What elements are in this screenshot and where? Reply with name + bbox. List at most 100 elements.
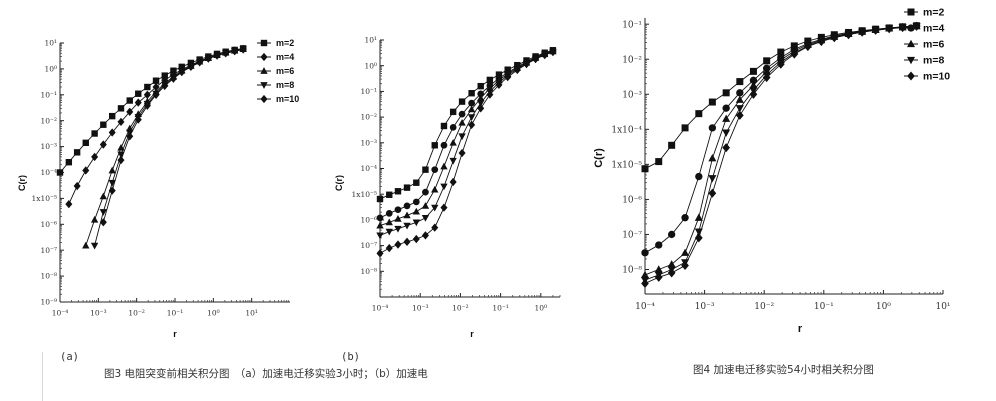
data-point xyxy=(394,240,402,249)
data-point xyxy=(722,89,730,97)
legend-marker xyxy=(260,52,268,62)
data-point xyxy=(152,82,160,92)
data-point xyxy=(204,54,212,63)
data-point xyxy=(134,115,142,124)
data-point xyxy=(449,138,457,146)
data-point xyxy=(467,105,476,113)
data-point xyxy=(735,110,744,120)
x-tick-label: 10⁻² xyxy=(128,309,145,318)
data-point xyxy=(495,71,503,78)
data-point xyxy=(736,78,744,86)
y-axis-label: C(r) xyxy=(17,175,27,191)
series-line xyxy=(68,48,244,205)
legend-label: m=2 xyxy=(276,38,294,48)
chart-panel-3: 10⁻⁴ 10⁻³ 10⁻² 10⁻¹ 10⁰ 10¹ 10⁻¹ 10⁻² 10⁻³ 1x10⁻⁴… xyxy=(593,7,951,335)
data-point xyxy=(440,203,448,212)
data-point xyxy=(117,105,125,112)
data-point xyxy=(641,165,649,173)
data-point xyxy=(708,188,717,198)
x-tick-label: 10⁻² xyxy=(754,302,774,312)
data-point xyxy=(681,260,689,271)
data-point xyxy=(695,110,703,118)
data-point xyxy=(143,90,151,99)
y-tick-label: 10⁰ xyxy=(364,61,377,70)
y-tick-label: 1x10⁻⁵ xyxy=(351,190,377,199)
y-tick-label: 10¹ xyxy=(44,39,57,48)
y-tick-label: 1x10⁻⁵ xyxy=(31,194,57,203)
legend-marker xyxy=(907,71,915,81)
data-point xyxy=(640,270,650,279)
data-point xyxy=(376,249,384,258)
data-point xyxy=(108,179,116,187)
data-point xyxy=(385,228,393,236)
y-tick-label: 10⁻⁷ xyxy=(40,246,57,255)
series-m=2 xyxy=(641,22,921,173)
legend-marker xyxy=(907,8,915,16)
data-point xyxy=(117,155,125,165)
data-point xyxy=(654,272,663,282)
data-point xyxy=(108,186,116,195)
series-m=10 xyxy=(99,45,247,227)
data-point xyxy=(708,153,717,162)
data-point xyxy=(668,141,676,149)
y-tick-label: 10⁻⁶ xyxy=(40,220,57,229)
data-point xyxy=(117,151,125,159)
y-tick-label: 10⁻⁴ xyxy=(360,164,377,173)
data-point xyxy=(722,114,731,122)
data-point xyxy=(385,218,393,226)
data-point xyxy=(449,157,457,165)
y-tick-label: 10⁻¹ xyxy=(40,90,57,99)
data-point xyxy=(749,89,758,99)
legend-marker xyxy=(907,24,915,32)
data-point xyxy=(522,59,531,69)
data-point xyxy=(403,222,411,230)
data-point xyxy=(495,80,503,89)
data-point xyxy=(126,97,133,104)
legend-marker xyxy=(260,39,268,47)
panel-label-b: (b) xyxy=(341,351,360,363)
series-m=10 xyxy=(376,47,557,258)
y-tick-label: 1x10⁻⁵ xyxy=(611,161,642,171)
x-axis-label: r xyxy=(173,329,177,339)
y-tick-label: 10¹ xyxy=(364,36,377,45)
data-point xyxy=(735,105,744,113)
x-tick-label: 10⁰ xyxy=(535,304,548,313)
margin-rule xyxy=(42,352,43,401)
data-point xyxy=(708,124,717,132)
data-point xyxy=(394,214,402,222)
data-point xyxy=(376,221,384,229)
data-point xyxy=(99,218,107,227)
data-point xyxy=(376,232,384,240)
data-point xyxy=(708,175,717,183)
data-point xyxy=(708,98,716,106)
y-tick-label: 10⁻⁹ xyxy=(40,298,57,307)
data-point xyxy=(431,142,438,149)
y-tick-label: 10⁻³ xyxy=(360,138,377,147)
data-point xyxy=(477,100,485,107)
series-m=4 xyxy=(376,47,557,222)
data-point xyxy=(422,166,429,173)
x-tick-label: 10¹ xyxy=(935,302,950,312)
x-tick-label: 10⁻² xyxy=(452,304,469,313)
data-point xyxy=(694,233,703,243)
data-point xyxy=(749,81,758,89)
data-point xyxy=(99,209,108,216)
data-point xyxy=(421,214,430,222)
x-axis-label: r xyxy=(798,323,803,335)
data-point xyxy=(82,139,89,147)
data-point xyxy=(90,215,99,223)
data-point xyxy=(722,129,731,137)
data-point xyxy=(440,141,448,149)
data-point xyxy=(477,90,485,98)
data-point xyxy=(749,67,757,75)
series-line xyxy=(379,49,554,200)
data-point xyxy=(458,110,466,118)
data-point xyxy=(91,130,98,137)
data-point xyxy=(449,108,457,116)
data-point xyxy=(99,140,107,149)
y-tick-label: 10⁻⁸ xyxy=(360,267,377,276)
series-m=2 xyxy=(376,47,557,203)
data-point xyxy=(804,41,812,52)
y-axis-label: C(r) xyxy=(334,175,344,191)
